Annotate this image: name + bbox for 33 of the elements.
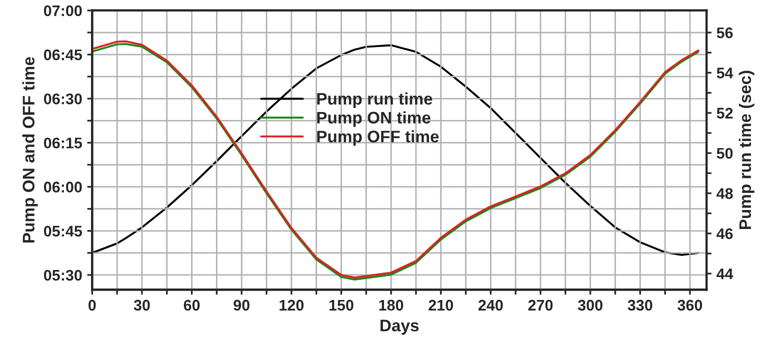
x-tick-label: 60 bbox=[184, 300, 200, 311]
x-tick-label: 180 bbox=[379, 300, 404, 311]
y-tick-label: 07:00 bbox=[44, 5, 82, 16]
x-tick-label: 330 bbox=[628, 300, 652, 311]
y2-tick-label: 50 bbox=[716, 148, 733, 159]
y2-tick-label: 56 bbox=[716, 27, 733, 38]
y-tick-label: 06:30 bbox=[44, 94, 82, 104]
y-tick-label: 06:15 bbox=[44, 138, 82, 148]
x-tick-label: 210 bbox=[428, 300, 453, 311]
y-tick-label: 06:45 bbox=[44, 49, 82, 60]
y-axis-title: Pump ON and OFF time bbox=[22, 57, 38, 242]
legend-label: Pump OFF time bbox=[317, 130, 439, 146]
x-tick-label: 0 bbox=[88, 300, 96, 311]
x-tick-label: 300 bbox=[578, 300, 602, 311]
legend-label: Pump run time bbox=[317, 92, 432, 108]
x-tick-label: 360 bbox=[678, 300, 702, 311]
y2-tick-label: 46 bbox=[716, 228, 733, 240]
y-tick-label: 05:30 bbox=[44, 270, 82, 281]
x-tick-label: 270 bbox=[528, 300, 553, 311]
x-tick-label: 240 bbox=[478, 300, 503, 311]
x-tick-label: 120 bbox=[280, 300, 304, 311]
y-tick-label: 05:45 bbox=[44, 226, 82, 237]
y2-tick-label: 48 bbox=[716, 188, 733, 199]
x-tick-label: 150 bbox=[329, 300, 354, 311]
y2-tick-label: 44 bbox=[716, 268, 734, 280]
y2-tick-label: 52 bbox=[716, 108, 733, 119]
y2-axis-title: Pump run time (sec) bbox=[738, 70, 754, 230]
y-tick-label: 06:00 bbox=[44, 182, 82, 192]
y2-tick-label: 54 bbox=[716, 68, 734, 78]
legend-label: Pump ON time bbox=[317, 111, 430, 127]
x-axis-title: Days bbox=[380, 320, 419, 335]
x-tick-label: 90 bbox=[234, 300, 250, 311]
x-tick-label: 30 bbox=[134, 300, 150, 311]
